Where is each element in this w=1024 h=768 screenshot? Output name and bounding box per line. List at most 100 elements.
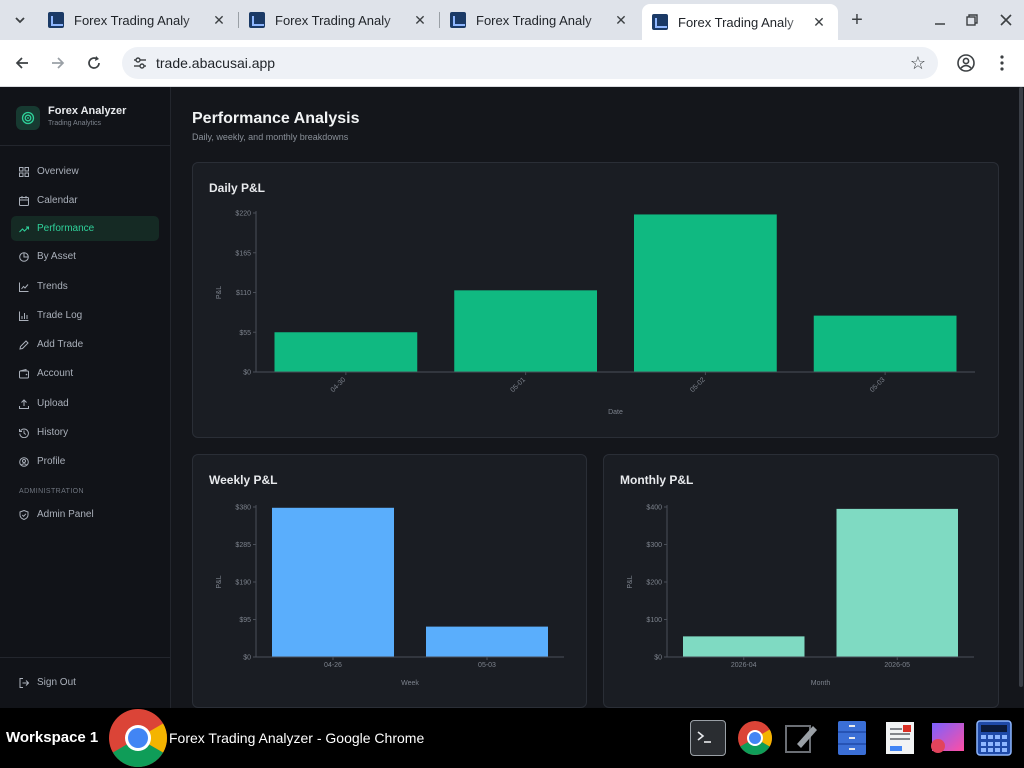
sidebar-item-overview[interactable]: Overview (11, 159, 159, 184)
browser-tab[interactable]: Forex Trading Analy ✕ (38, 4, 238, 36)
browser-tab-active[interactable]: Forex Trading Analy ✕ (642, 4, 838, 40)
calendar-icon (19, 195, 29, 206)
close-icon[interactable]: ✕ (813, 13, 825, 30)
minimize-icon (935, 23, 945, 25)
x-axis-label: Week (401, 680, 419, 687)
site-favicon-icon (249, 12, 265, 28)
site-favicon-icon (450, 12, 466, 28)
scrollbar-thumb[interactable] (1019, 87, 1023, 687)
bar (813, 315, 957, 372)
minimize-button[interactable] (928, 8, 952, 32)
sidebar-item-history[interactable]: History (11, 420, 159, 445)
weekly-pnl-chart: $0 $95 $190 $285 $380 04-26 05-03 Week P&L (216, 505, 564, 687)
calculator-icon[interactable] (976, 720, 1012, 756)
y-tick-label: $285 (235, 542, 251, 549)
y-tick-label: $190 (235, 580, 251, 587)
grid-icon (19, 166, 29, 177)
chrome-app-icon[interactable] (108, 708, 168, 768)
y-tick-label: $55 (239, 330, 251, 337)
file-cabinet-icon[interactable] (834, 720, 870, 756)
log-out-icon (19, 677, 29, 688)
image-editor-icon[interactable] (929, 720, 965, 756)
x-tick-label: 05-02 (689, 376, 707, 394)
browser-menu-button[interactable] (989, 50, 1015, 76)
browser-toolbar: trade.abacusai.app ☆ (0, 40, 1024, 87)
x-axis-label: Date (608, 409, 623, 416)
forward-button[interactable] (45, 50, 71, 76)
bar (454, 290, 597, 372)
sidebar-item-by-asset[interactable]: By Asset (11, 244, 159, 269)
line-chart-icon (19, 282, 29, 292)
browser-tab[interactable]: Forex Trading Analy ✕ (440, 4, 640, 36)
sign-out-label: Sign Out (37, 677, 76, 688)
taskbar-window-title[interactable]: Forex Trading Analyzer - Google Chrome (169, 730, 425, 746)
close-icon[interactable]: ✕ (414, 11, 426, 28)
sidebar-item-account[interactable]: Account (11, 361, 159, 386)
sidebar-item-label: Admin Panel (37, 509, 94, 520)
y-tick-label: $0 (654, 655, 662, 662)
workspace-label[interactable]: Workspace 1 (6, 729, 99, 746)
divider (0, 657, 170, 658)
close-window-button[interactable] (994, 8, 1018, 32)
sidebar-item-admin-panel[interactable]: Admin Panel (11, 502, 159, 527)
close-icon (1000, 14, 1012, 26)
text-editor-icon[interactable] (783, 720, 819, 756)
sidebar-item-label: Overview (37, 166, 79, 177)
address-bar[interactable]: trade.abacusai.app ☆ (122, 47, 938, 79)
back-button[interactable] (9, 50, 35, 76)
terminal-icon[interactable] (690, 720, 726, 756)
close-icon[interactable]: ✕ (615, 11, 627, 28)
daily-pnl-chart: $0 $55 $110 $165 $220 04-30 05-01 05-02 05-03 Dat… (216, 211, 975, 416)
tab-title: Forex Trading Analy (476, 12, 592, 28)
pencil-icon (19, 339, 29, 350)
y-axis-label: P&L (216, 575, 223, 588)
site-favicon-icon (48, 12, 64, 28)
page-title: Performance Analysis (192, 110, 360, 127)
brand-title: Forex Analyzer (48, 105, 127, 117)
weekly-pnl-card: Weekly P&L $0 $95 $190 $285 $380 04-26 05-03 We… (192, 454, 587, 708)
divider (0, 145, 170, 146)
tab-separator (439, 12, 440, 28)
sidebar-item-label: Add Trade (37, 339, 84, 350)
profile-button[interactable] (953, 50, 979, 76)
y-tick-label: $95 (239, 617, 251, 624)
sidebar-item-upload[interactable]: Upload (11, 391, 159, 416)
maximize-button[interactable] (960, 8, 984, 32)
y-tick-label: $200 (646, 580, 662, 587)
sidebar: Forex Analyzer Trading Analytics Overvie… (0, 87, 171, 708)
sidebar-item-trends[interactable]: Trends (11, 274, 159, 299)
tab-search-button[interactable] (8, 8, 32, 32)
trending-up-icon (19, 226, 29, 232)
x-tick-label: 2026-04 (731, 662, 757, 669)
sidebar-item-label: History (37, 427, 69, 438)
sign-out-button[interactable]: Sign Out (11, 670, 159, 695)
y-tick-label: $110 (236, 290, 251, 297)
sidebar-item-profile[interactable]: Profile (11, 449, 159, 474)
page-scrollbar[interactable] (1018, 87, 1024, 708)
reload-button[interactable] (81, 50, 107, 76)
y-tick-label: $400 (646, 505, 662, 512)
close-icon[interactable]: ✕ (213, 11, 225, 28)
tab-separator (238, 12, 239, 28)
more-vert-icon (1000, 55, 1004, 71)
tab-strip: Forex Trading Analy ✕ Forex Trading Anal… (0, 0, 1024, 40)
y-tick-label: $380 (235, 505, 251, 512)
sidebar-item-label: Trade Log (37, 310, 83, 321)
sidebar-item-trade-log[interactable]: Trade Log (11, 303, 159, 328)
sidebar-item-label: Upload (37, 398, 69, 409)
bookmark-star-icon[interactable]: ☆ (909, 53, 926, 73)
sidebar-item-calendar[interactable]: Calendar (11, 188, 159, 213)
sidebar-item-performance[interactable]: Performance (11, 216, 159, 241)
chrome-taskbar-icon[interactable] (737, 720, 773, 756)
browser-tab[interactable]: Forex Trading Analy ✕ (239, 4, 439, 36)
document-viewer-icon[interactable] (882, 720, 918, 756)
new-tab-button[interactable]: + (851, 8, 863, 31)
site-settings-icon[interactable] (132, 55, 148, 71)
sidebar-item-label: Account (37, 368, 74, 379)
sidebar-item-add-trade[interactable]: Add Trade (11, 332, 159, 357)
bar (272, 507, 394, 657)
bar (426, 626, 548, 657)
main-content: Performance Analysis Daily, weekly, and … (171, 87, 1018, 708)
brand[interactable]: Forex Analyzer Trading Analytics (16, 104, 166, 134)
tab-title: Forex Trading Analy (275, 12, 391, 28)
